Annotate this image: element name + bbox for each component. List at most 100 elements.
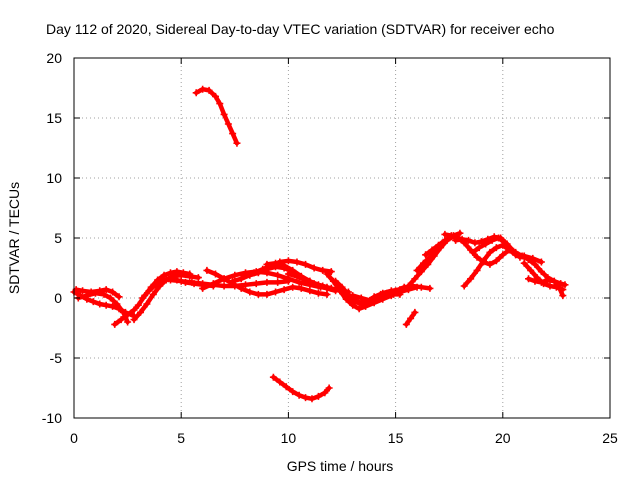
x-tick-label: 10 — [281, 430, 297, 446]
data-point — [177, 271, 185, 279]
data-point — [525, 275, 533, 283]
data-point — [456, 229, 464, 237]
data-point — [417, 283, 425, 291]
data-point — [349, 301, 357, 309]
data-point — [520, 259, 528, 267]
data-point — [252, 280, 260, 288]
data-point — [272, 288, 280, 296]
data-point — [233, 139, 241, 147]
data-point — [355, 305, 363, 313]
data-point — [537, 268, 545, 276]
data-point — [124, 318, 132, 326]
data-point — [518, 252, 526, 260]
data-point — [109, 288, 117, 296]
data-point — [531, 260, 539, 268]
data-point — [205, 86, 213, 94]
data-point — [475, 244, 483, 252]
data-point — [302, 276, 310, 284]
data-point — [263, 260, 271, 268]
data-point — [495, 234, 503, 242]
data-point — [272, 259, 280, 267]
data-point — [434, 241, 442, 249]
data-point — [327, 268, 335, 276]
series-arc-mid-c — [199, 268, 335, 292]
data-point — [321, 389, 329, 397]
data-point — [134, 301, 142, 309]
data-point — [460, 282, 468, 290]
data-point — [124, 311, 132, 319]
series-line — [271, 374, 332, 402]
data-point — [319, 266, 327, 274]
data-point — [113, 300, 121, 308]
x-tick-label: 20 — [495, 430, 511, 446]
data-point — [473, 253, 481, 261]
data-point — [480, 257, 488, 265]
data-point — [344, 293, 352, 301]
axis-ticks: 0 5 10 15 20 25 -10 -5 0 5 10 15 20 — [42, 50, 618, 446]
data-point — [199, 85, 207, 93]
data-point — [117, 316, 125, 324]
data-point — [447, 232, 455, 240]
data-point — [220, 110, 228, 118]
data-point — [486, 248, 494, 256]
y-tick-label: 15 — [46, 110, 62, 126]
data-point — [102, 301, 110, 309]
data-point — [274, 278, 282, 286]
data-point — [289, 266, 297, 274]
data-point — [295, 391, 303, 399]
data-point — [323, 270, 331, 278]
y-tick-label: -10 — [42, 410, 62, 426]
data-point — [325, 384, 333, 392]
data-point — [282, 383, 290, 391]
data-point — [212, 92, 220, 100]
data-point — [224, 120, 232, 128]
data-point — [550, 277, 558, 285]
data-point — [512, 251, 520, 259]
data-point — [242, 271, 250, 279]
data-point — [426, 284, 434, 292]
data-point — [308, 395, 316, 403]
data-point — [89, 298, 97, 306]
data-point — [426, 253, 434, 261]
series-arc-high — [192, 85, 241, 147]
data-point — [332, 277, 340, 285]
data-point — [492, 257, 500, 265]
data-point — [527, 266, 535, 274]
data-point — [357, 300, 365, 308]
data-point — [263, 278, 271, 286]
data-point — [349, 292, 357, 300]
data-point — [452, 236, 460, 244]
data-point — [383, 290, 391, 298]
x-tick-label: 0 — [70, 430, 78, 446]
x-tick-label: 5 — [177, 430, 185, 446]
data-point — [209, 280, 217, 288]
data-point — [231, 271, 239, 279]
data-point — [269, 373, 277, 381]
data-point — [111, 320, 119, 328]
data-point — [284, 270, 292, 278]
data-point — [473, 266, 481, 274]
data-point — [366, 296, 374, 304]
x-axis-label: GPS time / hours — [287, 458, 394, 474]
data-point — [546, 282, 554, 290]
data-point — [242, 281, 250, 289]
data-point — [293, 258, 301, 266]
data-point — [166, 276, 174, 284]
data-point — [293, 272, 301, 280]
data-point — [537, 258, 545, 266]
data-point — [488, 236, 496, 244]
series-line — [131, 272, 201, 322]
data-point — [229, 130, 237, 138]
data-point — [280, 262, 288, 270]
data-point — [246, 288, 254, 296]
series-arc-low-start-c — [74, 289, 132, 326]
data-point — [145, 287, 153, 295]
data-point — [400, 283, 408, 291]
data-point — [411, 308, 419, 316]
y-tick-label: -5 — [50, 350, 63, 366]
data-point — [407, 314, 415, 322]
data-point — [314, 289, 322, 297]
data-point — [555, 282, 563, 290]
data-point — [319, 282, 327, 290]
